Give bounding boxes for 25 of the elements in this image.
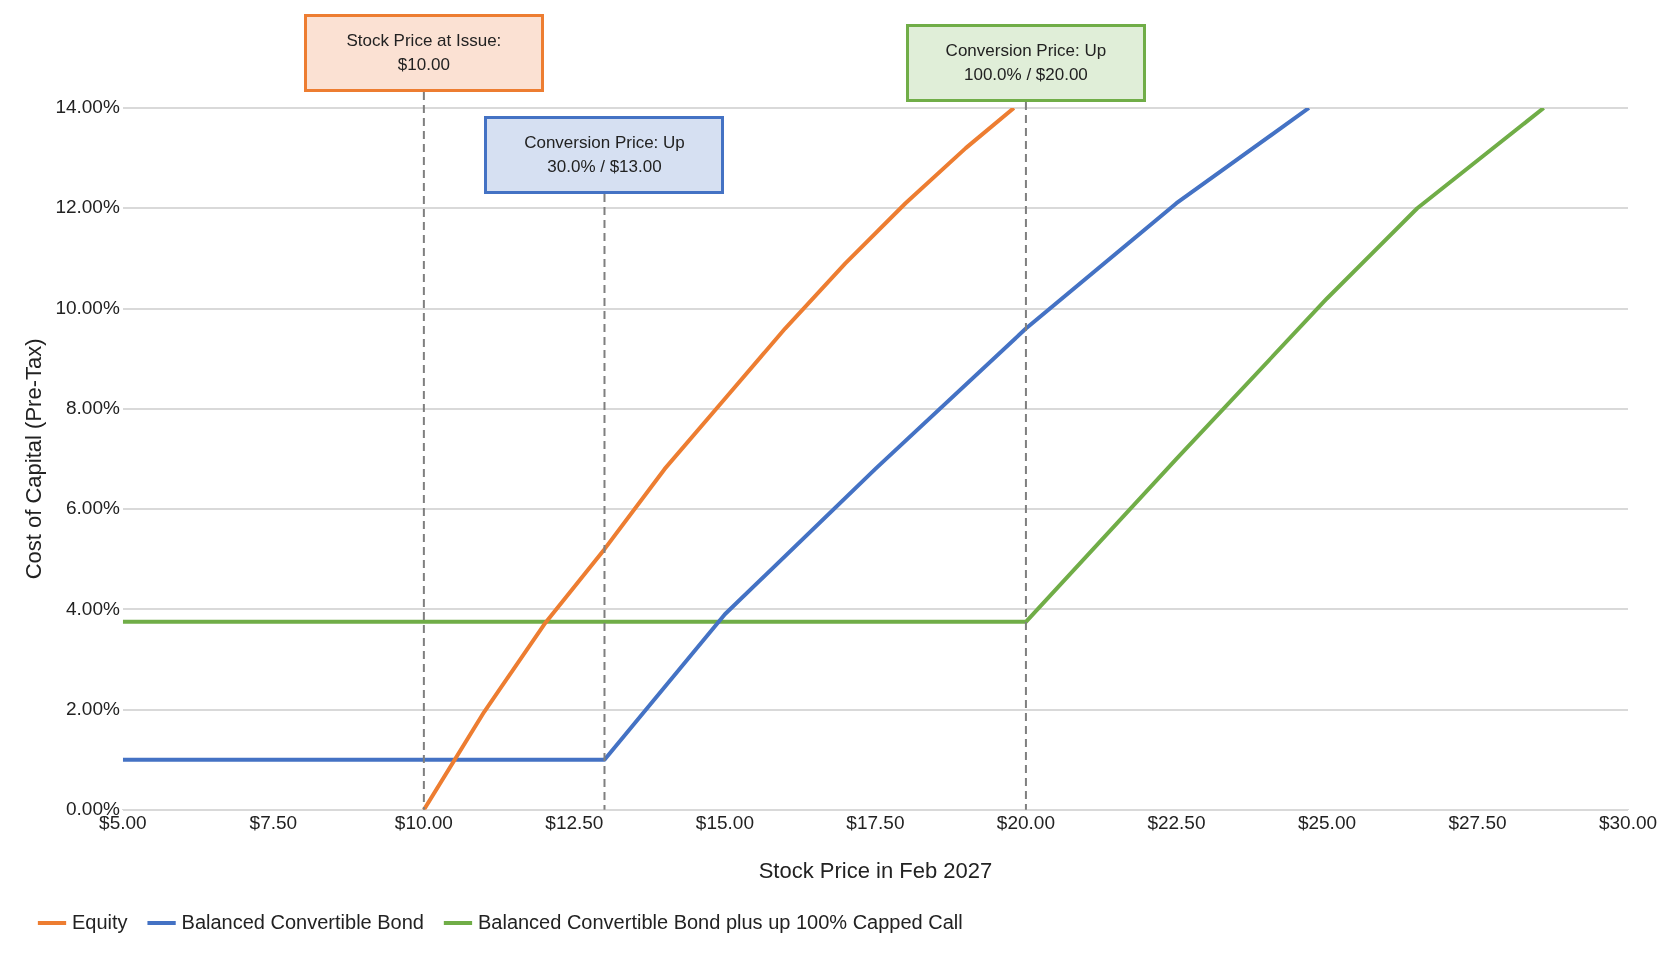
y-tick-label: 14.00% [55,96,120,118]
legend-label: Balanced Convertible Bond plus up 100% Capped Call [477,910,963,933]
legend-label: Balanced Convertible Bond [181,910,424,933]
x-tick-label: $27.50 [1448,812,1507,834]
callout-box: Stock Price at Issue: $10.00 [303,14,544,92]
x-tick-label: $25.00 [1297,812,1357,834]
x-tick-label: $22.50 [1147,812,1206,834]
x-tick-label: $15.00 [695,812,754,834]
y-tick-label: 4.00% [65,597,120,619]
x-tick-label: $7.50 [249,812,298,834]
y-axis-title: Cost of Capital (Pre-Tax) [21,338,47,580]
y-tick-label: 12.00% [55,196,120,218]
x-tick-label: $17.50 [846,812,905,834]
x-tick-label: $10.00 [394,812,453,834]
legend-label: Equity [72,910,128,933]
y-tick-label: 6.00% [65,497,120,519]
y-tick-label: 8.00% [65,397,120,419]
x-axis-title: Stock Price in Feb 2027 [758,857,993,883]
x-tick-label: $30.00 [1598,812,1658,834]
x-tick-label: $20.00 [996,812,1055,834]
callout-box: Conversion Price: Up 100.0% / $20.00 [905,24,1146,102]
y-tick-label: 10.00% [55,296,120,318]
callout-box: Conversion Price: Up 30.0% / $13.00 [484,116,725,194]
y-tick-label: 2.00% [65,697,120,719]
x-tick-label: $12.50 [545,812,604,834]
